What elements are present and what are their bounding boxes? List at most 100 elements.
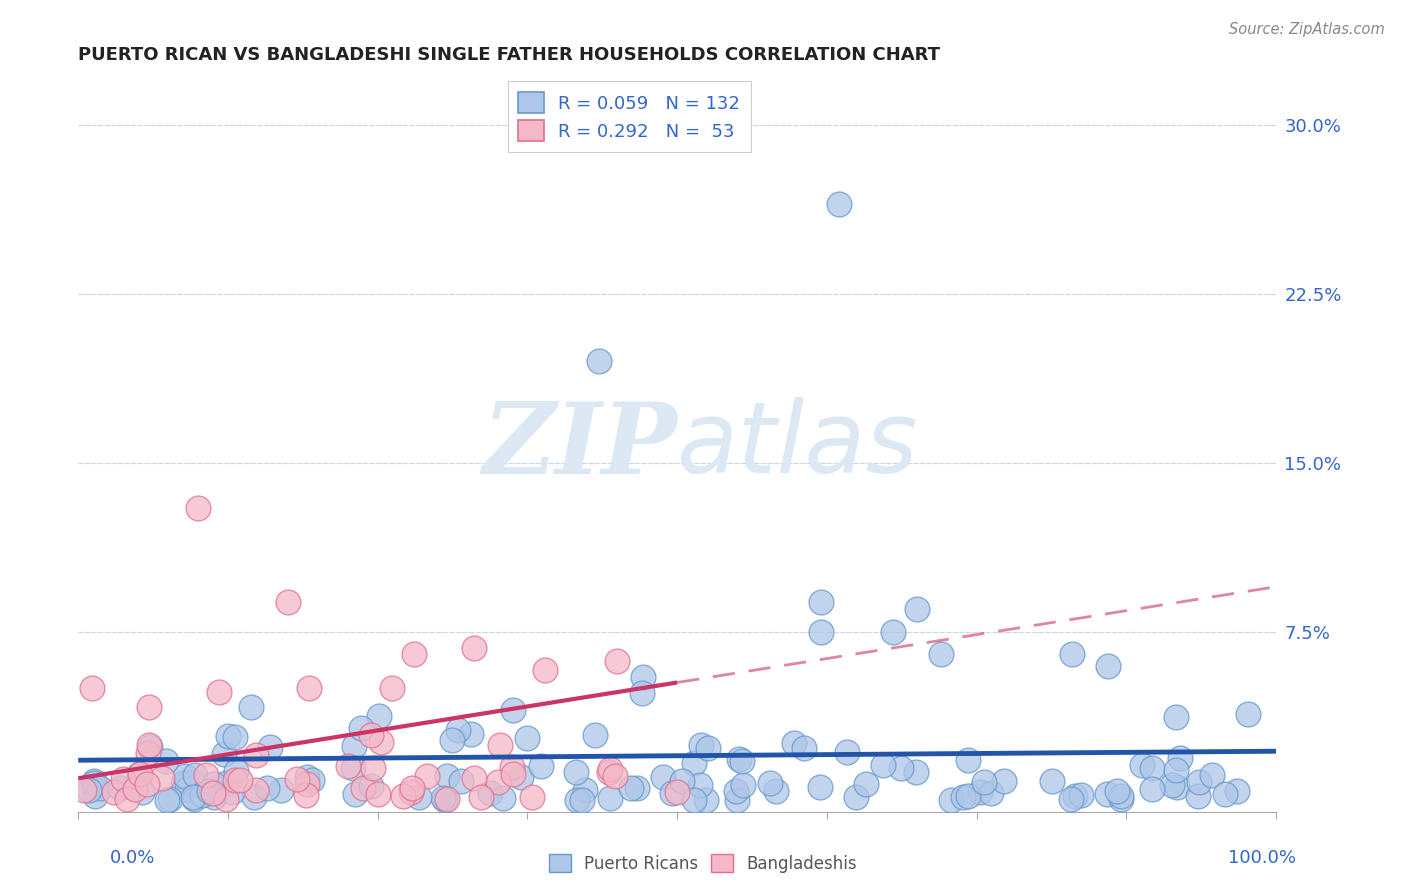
Point	[631, 670, 654, 684]
Point	[501, 760, 523, 774]
Point	[731, 754, 754, 768]
Point	[583, 728, 606, 742]
Point	[905, 602, 928, 616]
Point	[1060, 792, 1083, 806]
Point	[599, 762, 621, 776]
Point	[571, 793, 593, 807]
Point	[450, 774, 472, 789]
Point	[1164, 709, 1187, 723]
Point	[1062, 648, 1084, 662]
Point	[606, 654, 628, 668]
Point	[1095, 788, 1118, 802]
Point	[952, 789, 974, 804]
Point	[530, 759, 553, 773]
Point	[360, 779, 382, 793]
Point	[214, 747, 236, 762]
Text: ZIP: ZIP	[482, 398, 678, 494]
Point	[1166, 780, 1188, 795]
Point	[534, 663, 557, 677]
Point	[872, 758, 894, 772]
Point	[111, 772, 134, 786]
Point	[631, 686, 654, 700]
Point	[343, 739, 366, 753]
Point	[828, 196, 851, 211]
Point	[432, 790, 454, 805]
Point	[187, 500, 209, 515]
Point	[198, 784, 221, 798]
Point	[783, 736, 806, 750]
Point	[156, 793, 179, 807]
Point	[1109, 789, 1132, 803]
Point	[478, 786, 501, 800]
Point	[1161, 778, 1184, 792]
Point	[399, 785, 422, 799]
Point	[208, 685, 231, 699]
Point	[492, 790, 515, 805]
Point	[1226, 784, 1249, 798]
Point	[183, 768, 205, 782]
Point	[128, 767, 150, 781]
Point	[489, 738, 512, 752]
Point	[502, 703, 524, 717]
Point	[520, 789, 543, 804]
Point	[810, 595, 832, 609]
Point	[1070, 788, 1092, 802]
Point	[370, 734, 392, 748]
Point	[882, 624, 904, 639]
Point	[381, 681, 404, 695]
Point	[845, 790, 868, 805]
Point	[139, 739, 162, 754]
Point	[79, 783, 101, 797]
Point	[402, 648, 425, 662]
Point	[242, 790, 264, 805]
Point	[1140, 781, 1163, 796]
Point	[344, 787, 367, 801]
Point	[661, 786, 683, 800]
Point	[588, 354, 610, 368]
Text: atlas: atlas	[678, 397, 918, 494]
Point	[689, 739, 711, 753]
Point	[201, 786, 224, 800]
Point	[1109, 792, 1132, 806]
Point	[183, 791, 205, 805]
Point	[460, 726, 482, 740]
Point	[224, 772, 246, 787]
Point	[957, 753, 980, 767]
Point	[1213, 787, 1236, 801]
Point	[502, 767, 524, 781]
Point	[174, 768, 197, 782]
Point	[202, 777, 225, 791]
Point	[626, 780, 648, 795]
Text: 100.0%: 100.0%	[1229, 849, 1296, 867]
Point	[84, 789, 107, 804]
Point	[941, 793, 963, 807]
Point	[808, 780, 831, 794]
Point	[759, 776, 782, 790]
Point	[969, 785, 991, 799]
Point	[765, 783, 787, 797]
Point	[295, 777, 318, 791]
Point	[259, 740, 281, 755]
Text: Source: ZipAtlas.com: Source: ZipAtlas.com	[1229, 22, 1385, 37]
Point	[835, 745, 858, 759]
Point	[565, 793, 588, 807]
Point	[1188, 775, 1211, 789]
Point	[793, 740, 815, 755]
Point	[82, 681, 104, 695]
Legend: R = 0.059   N = 132, R = 0.292   N =  53: R = 0.059 N = 132, R = 0.292 N = 53	[508, 81, 751, 152]
Point	[401, 781, 423, 796]
Point	[516, 731, 538, 745]
Point	[83, 776, 105, 790]
Text: 0.0%: 0.0%	[110, 849, 155, 867]
Point	[486, 774, 509, 789]
Point	[689, 778, 711, 792]
Point	[1140, 761, 1163, 775]
Point	[297, 770, 319, 784]
Point	[361, 760, 384, 774]
Point	[810, 624, 832, 639]
Point	[298, 681, 321, 695]
Text: PUERTO RICAN VS BANGLADESHI SINGLE FATHER HOUSEHOLDS CORRELATION CHART: PUERTO RICAN VS BANGLADESHI SINGLE FATHE…	[79, 46, 941, 64]
Point	[436, 769, 458, 783]
Point	[651, 770, 673, 784]
Point	[342, 761, 364, 775]
